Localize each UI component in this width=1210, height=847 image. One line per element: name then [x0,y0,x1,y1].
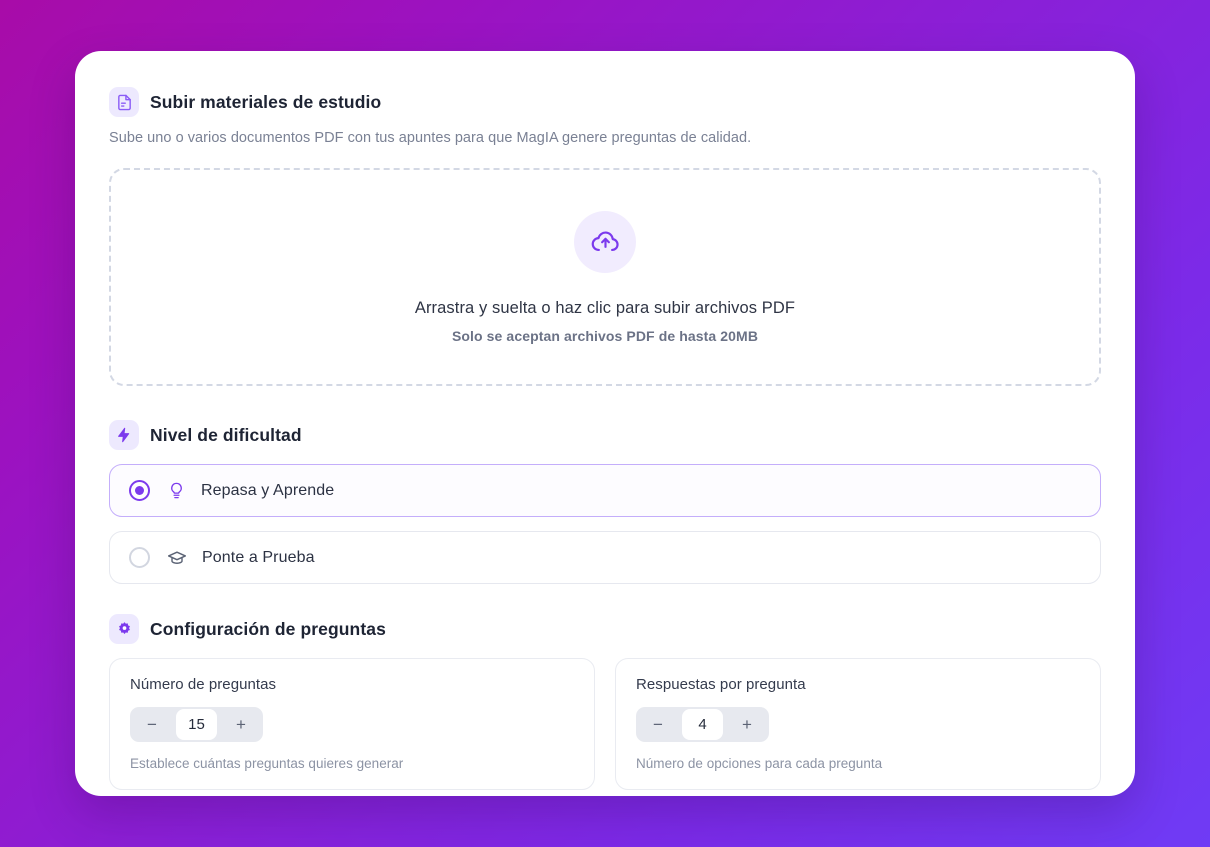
config-fields: Número de preguntas − 15 + Establece cuá… [109,658,1101,790]
upload-subtitle: Sube uno o varios documentos PDF con tus… [109,130,752,146]
document-icon [109,87,139,117]
quiz-setup-card: Subir materiales de estudio Sube uno o v… [75,51,1135,796]
radio-prueba[interactable] [129,547,150,568]
decrement-button[interactable]: − [636,707,680,742]
dropzone-primary-text: Arrastra y suelta o haz clic para subir … [414,298,796,317]
config-field-numero-preguntas: Número de preguntas − 15 + Establece cuá… [109,658,595,790]
increment-button[interactable]: + [219,707,263,742]
difficulty-option-repasa[interactable]: Repasa y Aprende [109,464,1101,517]
difficulty-option-prueba[interactable]: Ponte a Prueba [109,531,1101,584]
stepper-value[interactable]: 15 [176,709,217,740]
difficulty-option-label: Ponte a Prueba [202,548,315,566]
lightning-bolt-icon [109,420,139,450]
page-title: Subir materiales de estudio [150,91,382,112]
gear-icon [109,614,139,644]
dropzone-secondary-text: Solo se aceptan archivos PDF de hasta 20… [451,327,759,344]
stepper-value[interactable]: 4 [682,709,723,740]
quantity-stepper-numero-preguntas[interactable]: − 15 + [130,707,263,742]
config-section-header: Configuración de preguntas [109,614,1101,644]
cloud-upload-icon [574,210,636,273]
radio-repasa[interactable] [129,480,150,501]
config-field-hint: Establece cuántas preguntas quieres gene… [130,756,404,771]
difficulty-option-label: Repasa y Aprende [201,481,335,499]
lightbulb-icon [167,481,186,500]
config-field-label: Respuestas por pregunta [636,676,806,693]
config-field-respuestas-pregunta: Respuestas por pregunta − 4 + Número de … [615,658,1101,790]
difficulty-section-header: Nivel de dificultad [109,420,1101,450]
upload-section-header: Subir materiales de estudio [109,87,1101,117]
quantity-stepper-respuestas-pregunta[interactable]: − 4 + [636,707,769,742]
file-dropzone[interactable]: Arrastra y suelta o haz clic para subir … [109,168,1101,386]
graduation-cap-icon [167,548,187,568]
decrement-button[interactable]: − [130,707,174,742]
config-field-hint: Número de opciones para cada pregunta [636,756,883,771]
config-field-label: Número de preguntas [130,676,277,693]
increment-button[interactable]: + [725,707,769,742]
config-title: Configuración de preguntas [150,618,386,639]
difficulty-title: Nivel de dificultad [150,424,302,445]
